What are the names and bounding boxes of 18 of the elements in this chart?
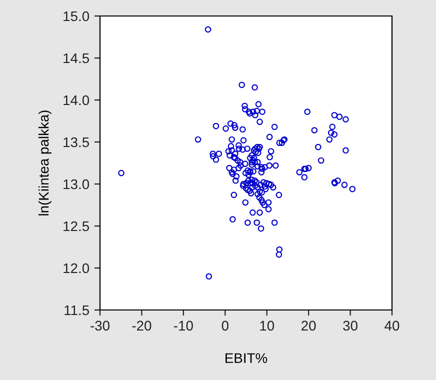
x-tick-label: -20: [132, 320, 152, 331]
x-tick-label: 0: [222, 320, 228, 331]
y-tick-label: 13.5: [64, 137, 90, 148]
x-axis-title: EBIT%: [226, 353, 268, 363]
y-tick-label: 11.5: [64, 305, 90, 316]
y-tick-label: 12.5: [64, 221, 90, 232]
x-tick-label: 20: [302, 320, 316, 331]
y-tick-label: 14.5: [64, 53, 90, 64]
x-tick-label: 40: [384, 320, 400, 331]
y-tick-label: 13.0: [64, 179, 90, 190]
x-tick-label: 10: [260, 320, 274, 331]
y-tick-label: 12.0: [64, 263, 90, 274]
y-tick-label: 15.0: [64, 11, 90, 22]
x-tick-label: -30: [90, 320, 110, 331]
x-tick-label: 30: [343, 320, 358, 331]
x-tick-label: -10: [174, 320, 193, 331]
y-tick-label: 14.0: [64, 95, 90, 106]
y-axis-title: ln(Kiintea palkka): [38, 110, 52, 216]
